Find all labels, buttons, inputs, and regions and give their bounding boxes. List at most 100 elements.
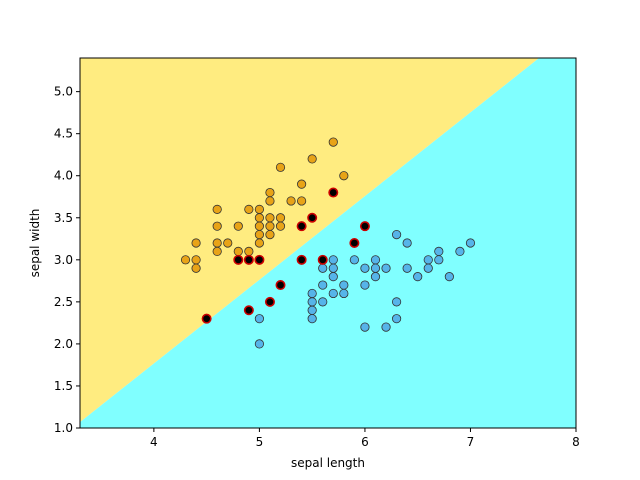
data-point-series-3 [243, 254, 254, 265]
data-point-series-2 [328, 272, 338, 282]
y-tick-label: 2.0 [54, 337, 73, 351]
data-point-series-2 [391, 314, 402, 324]
data-point-series-2 [444, 272, 454, 282]
data-point-series-2 [370, 272, 381, 282]
x-tick-label: 8 [572, 435, 580, 449]
data-point-series-1 [244, 204, 254, 214]
data-point-series-2 [318, 280, 328, 290]
decision-regions [80, 58, 576, 428]
data-point-series-2 [307, 288, 317, 299]
data-point-series-1 [223, 238, 233, 248]
data-point-series-3 [243, 305, 254, 316]
data-point-series-2 [413, 272, 423, 282]
data-point-series-3 [359, 221, 370, 232]
data-point-series-3 [201, 313, 212, 324]
decision-region-upper [80, 58, 540, 428]
y-tick-label: 1.5 [54, 379, 73, 393]
data-point-series-2 [349, 255, 359, 265]
data-point-series-1 [286, 196, 296, 206]
data-point-series-3 [264, 296, 275, 307]
data-point-series-2 [381, 263, 391, 273]
data-point-series-2 [370, 255, 381, 265]
y-tick-label: 2.5 [54, 295, 73, 309]
data-point-series-2 [434, 255, 444, 265]
data-point-series-2 [402, 238, 412, 248]
y-axis-label: sepal width [28, 209, 42, 278]
data-point-series-2 [339, 280, 349, 290]
data-point-series-1 [297, 196, 307, 206]
data-point-series-3 [296, 221, 307, 232]
x-axis-ticks: 4 5 6 7 8 [150, 428, 580, 449]
data-point-series-2 [318, 263, 328, 273]
data-point-series-1 [191, 238, 201, 248]
data-point-series-2 [254, 339, 265, 349]
data-point-series-2 [254, 314, 265, 324]
data-point-series-1 [191, 263, 201, 273]
data-point-series-2 [360, 322, 370, 332]
decision-region-lower [80, 58, 576, 428]
data-point-series-1 [254, 229, 265, 240]
data-point-series-1 [212, 204, 222, 214]
data-point-series-1 [328, 137, 338, 147]
data-point-series-1 [233, 221, 243, 231]
data-point-series-1 [254, 221, 265, 231]
data-point-series-3 [328, 187, 339, 198]
data-point-series-1 [233, 246, 243, 257]
data-point-series-1 [212, 238, 222, 248]
y-axis-ticks: 1.0 1.5 2.0 2.5 3.0 3.5 4.0 4.5 5.0 [54, 85, 80, 435]
data-point-series-3 [275, 280, 286, 291]
data-point-series-1 [265, 221, 275, 231]
data-points [180, 137, 476, 349]
data-point-series-2 [370, 263, 381, 273]
data-point-series-2 [391, 297, 402, 307]
plot-frame [79, 57, 577, 429]
data-point-series-1 [244, 246, 254, 257]
data-point-series-2 [328, 263, 338, 273]
x-axis-label: sepal length [291, 456, 365, 470]
data-point-series-1 [212, 246, 222, 257]
data-point-series-3 [349, 238, 360, 249]
data-point-series-2 [307, 297, 317, 307]
x-tick-label: 7 [467, 435, 475, 449]
data-point-series-2 [423, 255, 433, 265]
data-point-series-1 [180, 255, 191, 265]
data-point-series-1 [297, 179, 307, 189]
data-point-series-2 [339, 288, 349, 299]
data-point-series-1 [307, 154, 317, 164]
data-point-series-2 [328, 288, 338, 299]
data-point-series-1 [275, 213, 286, 223]
data-point-series-3 [307, 212, 318, 223]
y-tick-label: 4.0 [54, 169, 73, 183]
data-point-series-1 [265, 229, 275, 240]
data-point-series-3 [317, 254, 328, 265]
data-point-series-2 [434, 246, 444, 257]
data-point-series-2 [423, 263, 433, 273]
data-point-series-3 [254, 254, 265, 265]
data-point-series-1 [254, 204, 265, 214]
data-point-series-2 [391, 229, 402, 240]
data-point-series-1 [265, 187, 275, 198]
data-point-series-2 [360, 263, 370, 273]
y-tick-label: 4.5 [54, 127, 73, 141]
data-point-series-1 [254, 238, 265, 248]
data-point-series-2 [328, 255, 338, 265]
x-tick-label: 5 [256, 435, 264, 449]
data-point-series-2 [307, 314, 317, 324]
data-point-series-1 [275, 221, 286, 231]
data-point-series-1 [254, 213, 265, 223]
y-tick-label: 5.0 [54, 85, 73, 99]
data-point-series-3 [296, 254, 307, 265]
data-point-series-2 [402, 263, 412, 273]
data-point-series-1 [265, 213, 275, 223]
data-point-series-2 [307, 305, 317, 315]
data-point-series-1 [191, 255, 201, 265]
y-tick-label: 1.0 [54, 421, 73, 435]
data-point-series-2 [360, 280, 370, 290]
data-point-series-2 [465, 238, 476, 248]
data-point-series-1 [339, 171, 349, 181]
data-point-series-2 [381, 322, 391, 332]
data-point-series-2 [455, 246, 465, 257]
data-point-series-1 [265, 196, 275, 206]
data-point-series-1 [212, 221, 222, 231]
